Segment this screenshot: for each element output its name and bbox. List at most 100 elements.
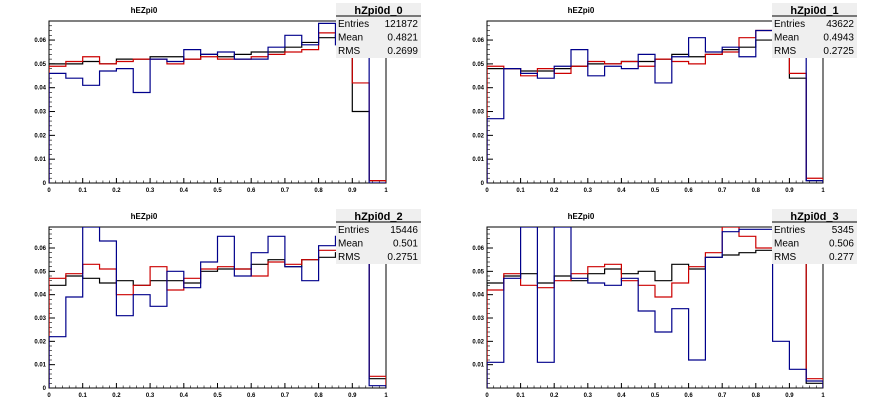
y-tick-label: 0.06 [472, 246, 484, 252]
stats-mean-label: Mean [338, 33, 363, 44]
y-tick-label: 0.05 [472, 269, 484, 275]
x-tick-label: 0.1 [516, 188, 525, 194]
stats-rms-value: 0.2725 [823, 46, 854, 57]
x-tick-label: 0.2 [550, 393, 559, 399]
x-tick-label: 0.1 [79, 188, 88, 194]
y-tick-label: 0.03 [34, 316, 46, 322]
x-tick-label: 0.6 [684, 393, 693, 399]
stats-box-bg [772, 209, 857, 264]
x-tick-label: 0.5 [213, 188, 222, 194]
y-tick-label: 0.01 [472, 157, 484, 163]
y-tick-label: 0 [481, 181, 485, 187]
stats-box: hZpi0d_0 Entries 121872 Mean 0.4821 RMS 0.2699 [336, 3, 421, 58]
x-tick-label: 1 [384, 393, 388, 399]
plot-title: hEZpi0 [568, 212, 595, 221]
x-tick-label: 0 [47, 393, 51, 399]
histogram-series-2 [49, 227, 386, 388]
stats-mean-label: Mean [338, 239, 363, 250]
x-tick-label: 0.4 [617, 188, 626, 194]
histogram-panel-3: hEZpi0 0 0.1 0.2 0.3 0.4 0.5 0.6 0.7 0.8 0.9 1 0.01 0… [472, 209, 857, 399]
stats-box-bg [336, 209, 421, 264]
x-tick-label: 0.2 [550, 188, 559, 194]
histogram-panel-1: hEZpi0 0 0.1 0.2 0.3 0.4 0.5 0.6 0.7 0.8 0.9 1 0 0.01… [472, 3, 857, 194]
y-tick-label: 0.04 [34, 86, 46, 92]
y-tick-label: 0.02 [472, 133, 484, 139]
histogram-series-2 [487, 227, 823, 388]
stats-entries-value: 121872 [385, 19, 419, 30]
y-tick-label: 0.06 [34, 38, 46, 44]
plot-title: hEZpi0 [131, 212, 158, 221]
stats-rms-value: 0.277 [829, 252, 854, 263]
stats-rms-value: 0.2699 [387, 46, 418, 57]
stats-mean-label: Mean [774, 33, 799, 44]
y-tick-label: 0.03 [34, 110, 46, 116]
y-tick-label: 0.03 [472, 110, 484, 116]
y-tick-label: 0.03 [472, 316, 484, 322]
stats-entries-label: Entries [338, 19, 369, 30]
x-tick-label: 0 [47, 188, 51, 194]
plot-title: hEZpi0 [131, 6, 158, 15]
y-tick-label: 0 [43, 181, 47, 187]
x-tick-label: 0.5 [213, 393, 222, 399]
x-tick-label: 0.8 [314, 393, 323, 399]
x-tick-label: 0.2 [112, 393, 121, 399]
stats-entries-value: 15446 [390, 225, 418, 236]
y-tick-label: 0.04 [34, 293, 46, 299]
y-tick-label: 0.06 [472, 38, 484, 44]
x-tick-label: 0.3 [146, 393, 155, 399]
y-tick-label: 0.01 [472, 363, 484, 369]
y-tick-label: 0.05 [34, 269, 46, 275]
x-tick-label: 1 [384, 188, 388, 194]
stats-entries-label: Entries [774, 19, 805, 30]
y-tick-label: 0.02 [34, 133, 46, 139]
histogram-panel-2: hEZpi0 0 0.1 0.2 0.3 0.4 0.5 0.6 0.7 0.8 0.9 1 0 0.01… [34, 209, 421, 399]
stats-name: hZpi0d_0 [354, 5, 402, 17]
stats-entries-label: Entries [338, 225, 369, 236]
x-tick-label: 0.7 [718, 393, 727, 399]
stats-name: hZpi0d_3 [790, 211, 838, 223]
stats-mean-value: 0.4821 [387, 33, 418, 44]
x-tick-label: 0.7 [718, 188, 727, 194]
x-tick-label: 0.8 [752, 188, 761, 194]
x-tick-label: 0.6 [684, 188, 693, 194]
y-tick-label: 0.02 [34, 339, 46, 345]
stats-rms-label: RMS [338, 252, 361, 263]
x-tick-label: 0.6 [247, 188, 256, 194]
y-tick-label: 0.06 [34, 246, 46, 252]
stats-mean-value: 0.506 [829, 239, 854, 250]
x-tick-label: 0.7 [281, 188, 290, 194]
stats-entries-label: Entries [774, 225, 805, 236]
stats-entries-value: 43622 [826, 19, 854, 30]
x-tick-label: 1 [821, 188, 825, 194]
x-tick-label: 0.5 [651, 188, 660, 194]
x-tick-label: 1 [821, 393, 825, 399]
x-tick-label: 0 [485, 393, 489, 399]
y-tick-label: 0.04 [472, 86, 484, 92]
x-tick-label: 0.5 [651, 393, 660, 399]
x-tick-label: 0.3 [584, 393, 593, 399]
histogram-panel-0: hEZpi0 0 0.1 0.2 0.3 0.4 0.5 0.6 0.7 0.8 0.9 1 0 0.01… [34, 3, 421, 194]
stats-rms-label: RMS [774, 46, 797, 57]
stats-mean-value: 0.4943 [823, 33, 854, 44]
histogram-series-1 [49, 247, 386, 388]
plot-title: hEZpi0 [568, 6, 595, 15]
y-tick-label: 0.04 [472, 293, 484, 299]
stats-box-bg [772, 3, 857, 58]
stats-entries-value: 5345 [832, 225, 855, 236]
x-tick-label: 0.8 [752, 393, 761, 399]
histogram-series-1 [49, 32, 386, 183]
x-tick-label: 0.8 [314, 188, 323, 194]
stats-mean-label: Mean [774, 239, 799, 250]
x-tick-label: 0.7 [281, 393, 290, 399]
x-tick-label: 0.4 [180, 393, 189, 399]
stats-rms-value: 0.2751 [387, 252, 418, 263]
stats-rms-label: RMS [338, 46, 361, 57]
stats-name: hZpi0d_2 [354, 211, 402, 223]
x-tick-label: 0 [485, 188, 489, 194]
x-tick-label: 0.6 [247, 393, 256, 399]
x-tick-label: 0.9 [348, 188, 357, 194]
stats-box: hZpi0d_3 Entries 5345 Mean 0.506 RMS 0.277 [772, 209, 857, 264]
stats-box: hZpi0d_2 Entries 15446 Mean 0.501 RMS 0.2751 [336, 209, 421, 264]
stats-name: hZpi0d_1 [790, 5, 838, 17]
